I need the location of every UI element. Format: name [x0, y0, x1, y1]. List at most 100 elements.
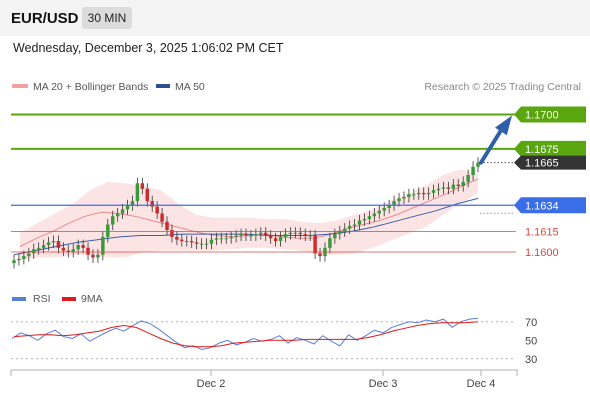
- candle-body: [466, 175, 470, 182]
- candle-body: [66, 250, 71, 252]
- candle-body: [130, 201, 135, 206]
- candle-body: [27, 253, 31, 257]
- candle-body: [446, 187, 451, 189]
- candle-body: [417, 192, 421, 195]
- candle-body: [451, 184, 456, 189]
- candle-body: [308, 235, 312, 237]
- candle-body: [273, 238, 278, 241]
- candle-body: [125, 205, 130, 210]
- candle-body: [412, 194, 416, 196]
- candle-body: [41, 245, 46, 248]
- target-price-tag: [514, 106, 586, 123]
- candle-body: [328, 238, 332, 248]
- last-price-tag: [514, 155, 586, 170]
- candle-body: [362, 219, 367, 221]
- ma50-legend-label: MA 50: [175, 81, 205, 93]
- x-tick-label: Dec 3: [369, 378, 398, 390]
- candle-body: [397, 198, 401, 202]
- candle-body: [71, 249, 75, 252]
- target-price-label: 1.1700: [525, 110, 559, 122]
- candle-body: [342, 228, 347, 232]
- candle-body: [199, 243, 204, 245]
- candle-body: [209, 239, 214, 244]
- candle-body: [288, 232, 293, 235]
- candle-body: [441, 187, 446, 189]
- candle-body: [456, 184, 460, 186]
- candle-body: [333, 234, 337, 239]
- candle-body: [471, 166, 475, 175]
- pivot-price-label: 1.1615: [525, 226, 559, 238]
- candle-body: [189, 241, 194, 243]
- candle-body: [165, 221, 169, 230]
- candle-body: [155, 206, 159, 214]
- support-price-tag: [514, 197, 586, 214]
- rsi-layer: 70 50 30: [11, 317, 537, 366]
- candle-body: [46, 242, 51, 246]
- candle-body: [254, 234, 258, 236]
- candle-body: [476, 162, 480, 167]
- candle-body: [318, 253, 322, 257]
- candle-body: [56, 241, 61, 248]
- candle-body: [115, 213, 120, 217]
- timeframe-badge[interactable]: 30 MIN: [82, 7, 132, 29]
- rsi-tick-label: 30: [525, 354, 537, 366]
- rsi-legend-swatch: [12, 297, 26, 301]
- candle-body: [239, 234, 243, 236]
- candle-body: [264, 232, 268, 236]
- candle-body: [283, 234, 288, 237]
- candle-body: [407, 194, 411, 197]
- rsi-ma-line: [13, 321, 479, 348]
- x-tick-label: Dec 2: [197, 378, 226, 390]
- candle-body: [180, 239, 184, 241]
- candle-body: [150, 201, 154, 207]
- candle-body: [96, 254, 100, 258]
- candle-body: [387, 205, 391, 208]
- candle-body: [426, 192, 431, 195]
- candle-body: [313, 235, 317, 254]
- candle-body: [234, 235, 238, 237]
- candle-body: [17, 258, 21, 261]
- candle-body: [185, 241, 189, 242]
- ma20-legend-label: MA 20 + Bollinger Bands: [33, 81, 148, 93]
- candle-body: [402, 197, 406, 199]
- x-axis: Dec 2 Dec 3 Dec 4: [10, 370, 518, 390]
- candle-body: [170, 230, 174, 237]
- candle-body: [431, 190, 436, 193]
- ma50-legend-swatch: [156, 84, 170, 88]
- candle-body: [120, 209, 125, 214]
- candle-body: [352, 224, 357, 226]
- candle-body: [86, 247, 90, 255]
- last-price-label: 1.1665: [525, 158, 559, 170]
- pivot-price-label: 1.1600: [525, 247, 559, 259]
- candle-body: [22, 256, 26, 259]
- target-price-label: 1.1675: [525, 144, 559, 156]
- copyright-text: Research © 2025 Trading Central: [424, 81, 581, 93]
- candle-body: [214, 238, 219, 240]
- candle-body: [249, 235, 253, 237]
- bollinger-band: [20, 169, 478, 261]
- candle-body: [145, 188, 150, 202]
- ma20-line: [19, 178, 479, 247]
- candle-body: [357, 220, 362, 225]
- candle-body: [140, 183, 145, 189]
- candle-body: [382, 208, 386, 211]
- candle-body: [81, 245, 85, 248]
- candle-body: [259, 232, 263, 235]
- price-layer: [12, 157, 480, 269]
- chart-area: MA 20 + Bollinger Bands MA 50 Research ©…: [0, 64, 590, 400]
- candle-body: [293, 232, 298, 234]
- candle-body: [278, 236, 283, 241]
- candle-body: [32, 249, 36, 254]
- ma9-legend-label: 9MA: [81, 293, 103, 305]
- candle-body: [392, 201, 396, 206]
- candle-body: [338, 231, 342, 235]
- candle-body: [367, 216, 372, 219]
- rsi-tick-label: 70: [525, 317, 537, 329]
- candle-body: [229, 236, 233, 239]
- candle-body: [219, 238, 224, 240]
- candle-body: [110, 216, 115, 225]
- candle-body: [204, 243, 209, 245]
- support-price-label: 1.1634: [525, 200, 559, 212]
- ma20-legend-swatch: [12, 84, 28, 88]
- forecast-arrow-head: [495, 115, 512, 136]
